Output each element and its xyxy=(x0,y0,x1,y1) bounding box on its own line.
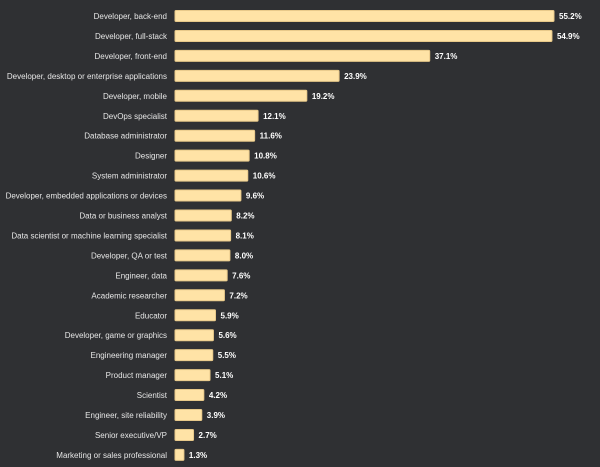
category-label: Senior executive/VP xyxy=(95,431,167,440)
category-label: Designer xyxy=(135,152,167,161)
category-label: Product manager xyxy=(106,371,168,380)
bar xyxy=(174,349,214,362)
category-label: Engineer, data xyxy=(115,271,167,280)
category-label: Academic researcher xyxy=(91,291,167,300)
value-label: 54.9% xyxy=(557,32,580,41)
category-label: Developer, embedded applications or devi… xyxy=(6,192,167,201)
bar xyxy=(174,209,232,222)
category-label: Educator xyxy=(135,311,167,320)
bar xyxy=(174,89,308,102)
bar xyxy=(174,269,228,282)
category-label: Data or business analyst xyxy=(79,212,167,221)
value-label: 37.1% xyxy=(435,52,458,61)
category-label: Developer, front-end xyxy=(95,52,168,61)
bar xyxy=(174,129,256,142)
bar xyxy=(174,49,431,62)
value-label: 7.2% xyxy=(229,291,247,300)
value-label: 4.2% xyxy=(209,391,227,400)
bar xyxy=(174,69,340,82)
value-label: 11.6% xyxy=(260,132,282,141)
value-label: 12.1% xyxy=(263,112,286,121)
bar xyxy=(174,309,217,322)
category-label: Engineer, site reliability xyxy=(85,411,167,420)
value-label: 1.3% xyxy=(189,451,207,460)
category-label: Database administrator xyxy=(84,132,167,141)
category-label: Data scientist or machine learning speci… xyxy=(11,231,167,240)
value-label: 10.8% xyxy=(254,152,277,161)
category-label: Developer, mobile xyxy=(103,92,168,101)
category-label: DevOps specialist xyxy=(103,112,168,121)
value-label: 8.0% xyxy=(235,251,253,260)
bar xyxy=(174,189,242,202)
category-label: System administrator xyxy=(92,172,167,181)
bar xyxy=(174,329,214,342)
value-label: 3.9% xyxy=(207,411,225,420)
value-label: 10.6% xyxy=(253,172,276,181)
value-label: 8.1% xyxy=(236,231,254,240)
category-label: Developer, back-end xyxy=(94,12,167,21)
value-label: 19.2% xyxy=(312,92,335,101)
category-label: Developer, desktop or enterprise applica… xyxy=(7,72,167,81)
category-label: Engineering manager xyxy=(91,351,168,360)
bar xyxy=(174,448,185,461)
value-labels: 55.2% 54.9% 37.1% 23.9% 19.2% 12.1% 11.6% 10.8%… xyxy=(189,12,582,460)
category-label: Scientist xyxy=(137,391,168,400)
bar xyxy=(174,149,250,162)
bar xyxy=(174,369,211,382)
bar xyxy=(174,229,232,242)
bars xyxy=(174,10,555,461)
value-label: 55.2% xyxy=(559,12,582,21)
category-label: Marketing or sales professional xyxy=(56,451,167,460)
category-labels: Developer, back-end Developer, full-stack… xyxy=(6,12,168,460)
bar xyxy=(174,428,195,441)
bar xyxy=(174,389,205,402)
value-label: 5.6% xyxy=(218,331,236,340)
bar xyxy=(174,169,249,182)
category-label: Developer, game or graphics xyxy=(65,331,167,340)
value-label: 5.5% xyxy=(218,351,236,360)
value-label: 23.9% xyxy=(344,72,367,81)
category-label: Developer, full-stack xyxy=(95,32,168,41)
value-label: 9.6% xyxy=(246,192,264,201)
bar xyxy=(174,10,555,22)
category-label: Developer, QA or test xyxy=(91,251,168,260)
value-label: 5.1% xyxy=(215,371,233,380)
bar xyxy=(174,289,225,302)
bar xyxy=(174,249,231,262)
value-label: 7.6% xyxy=(232,271,250,280)
bar xyxy=(174,409,203,421)
value-label: 2.7% xyxy=(199,431,217,440)
bar xyxy=(174,109,259,122)
value-label: 5.9% xyxy=(221,311,239,320)
bar xyxy=(174,29,553,42)
value-label: 8.2% xyxy=(236,212,254,221)
